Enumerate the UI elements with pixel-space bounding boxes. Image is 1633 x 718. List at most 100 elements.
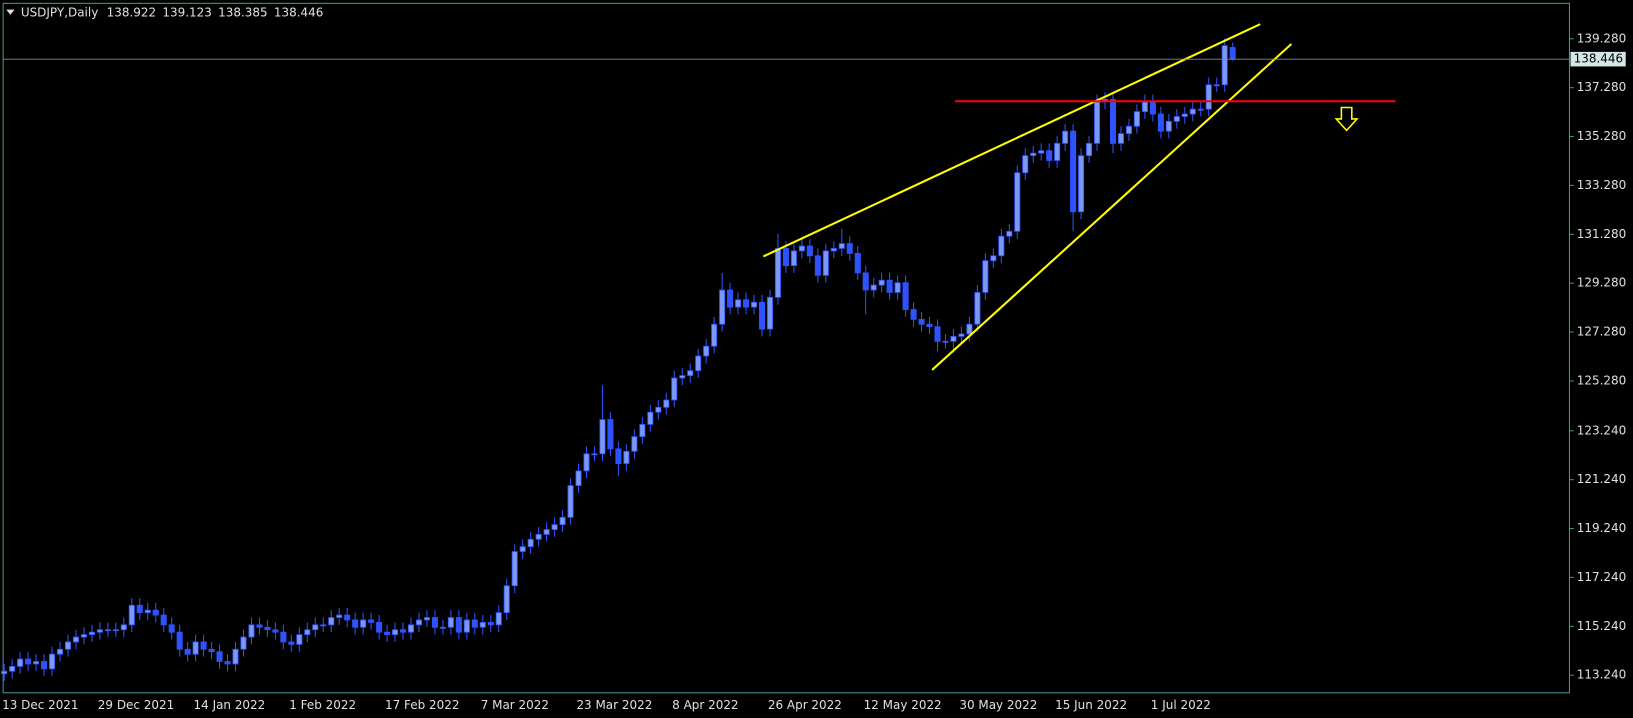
- candle-body: [384, 631, 391, 636]
- candle-body: [392, 629, 399, 636]
- candle-body: [942, 340, 949, 343]
- candle-body: [511, 551, 518, 587]
- candle-body: [1109, 98, 1117, 144]
- candle-body: [647, 411, 654, 425]
- candle-body: [463, 619, 470, 633]
- y-tick-label: 135.280: [1577, 129, 1627, 143]
- y-tick-label: 117.240: [1577, 570, 1627, 584]
- last-price-box: [1570, 51, 1626, 67]
- candle-body: [663, 399, 670, 408]
- candle-body: [798, 245, 805, 252]
- candle-body: [982, 260, 989, 293]
- candle-body: [352, 619, 359, 628]
- candle-body: [280, 631, 287, 643]
- candle-body: [902, 282, 909, 310]
- candle-body: [1030, 152, 1037, 157]
- candle-body: [846, 243, 853, 254]
- candle-body: [599, 419, 606, 455]
- candle-body: [1054, 142, 1061, 161]
- x-tick-label: 30 May 2022: [959, 698, 1037, 712]
- candle-body: [368, 619, 375, 623]
- candle-body: [1157, 113, 1164, 132]
- y-tick-label: 125.280: [1577, 373, 1627, 387]
- candle-body: [1078, 155, 1085, 213]
- candle-body: [328, 617, 335, 626]
- candle-body: [687, 370, 694, 376]
- candle-body: [830, 248, 837, 252]
- candle-body: [782, 248, 789, 266]
- candle-body: [751, 301, 758, 308]
- candle-body: [216, 651, 223, 662]
- candle-body: [344, 614, 351, 621]
- candle-body: [49, 653, 56, 670]
- candle-body: [423, 617, 430, 621]
- candle-body: [104, 629, 111, 632]
- open-value: 138.922: [107, 5, 157, 19]
- x-tick-label: 13 Dec 2021: [2, 698, 78, 712]
- candle-body: [766, 296, 774, 330]
- down-arrow: [1334, 106, 1359, 132]
- candle-body: [224, 661, 231, 665]
- candle-body: [1006, 230, 1013, 237]
- candle-body: [64, 641, 72, 650]
- candle-body: [1229, 47, 1236, 60]
- trendline-lower: [931, 43, 1293, 371]
- x-tick-label: 8 Apr 2022: [672, 698, 738, 712]
- x-tick-label: 26 Apr 2022: [768, 698, 842, 712]
- candle-body: [1189, 108, 1196, 115]
- candle-body: [655, 406, 662, 413]
- candle-body: [814, 255, 821, 276]
- candle-body: [312, 624, 319, 631]
- candle-body: [208, 648, 215, 653]
- candle-body: [607, 419, 614, 450]
- menu-triangle[interactable]: [6, 9, 15, 15]
- candle-body: [703, 345, 710, 357]
- candle-body: [144, 609, 151, 614]
- candle-body: [56, 648, 64, 655]
- x-tick-label: 1 Jul 2022: [1151, 698, 1211, 712]
- y-tick-label: 137.280: [1577, 80, 1627, 94]
- x-tick-label: 12 May 2022: [864, 698, 942, 712]
- y-tick-label: 127.280: [1577, 325, 1627, 339]
- y-tick-label: 119.240: [1577, 521, 1627, 535]
- candle-body: [838, 243, 845, 249]
- candle-body: [1070, 130, 1077, 213]
- candle-body: [1133, 111, 1140, 127]
- candle-body: [296, 634, 303, 645]
- candle-body: [735, 299, 742, 308]
- drawings: [762, 23, 1396, 371]
- candle-body: [535, 534, 542, 540]
- y-tick-label: 113.240: [1577, 668, 1627, 682]
- candle-body: [623, 450, 630, 464]
- candle-body: [1213, 84, 1220, 87]
- candle-body: [1221, 45, 1228, 86]
- candle-body: [583, 453, 590, 472]
- candle-body: [926, 323, 933, 328]
- candle-body: [232, 648, 239, 665]
- candle-body: [567, 485, 574, 518]
- candle-body: [934, 326, 941, 342]
- candle-body: [25, 658, 32, 665]
- candle-body: [958, 333, 965, 337]
- candle-body: [974, 292, 981, 325]
- candle-body: [439, 626, 446, 629]
- candle-body: [806, 245, 813, 257]
- y-tick-label: 131.280: [1577, 227, 1627, 241]
- chart-header: USDJPY,Daily 138.922 139.123 138.385 138.446: [21, 5, 324, 19]
- candle-body: [288, 641, 295, 645]
- candle-body: [886, 279, 893, 293]
- candle-body: [200, 641, 207, 650]
- candle-body: [711, 323, 718, 347]
- x-tick-label: 7 Mar 2022: [481, 698, 549, 712]
- candle-body: [1205, 84, 1212, 110]
- candle-body: [1141, 101, 1148, 113]
- candle-body: [1046, 150, 1053, 161]
- candle-body: [990, 255, 997, 262]
- candle-body: [168, 624, 175, 633]
- candle-body: [33, 661, 40, 665]
- candle-body: [695, 355, 702, 372]
- candle-body: [950, 336, 957, 342]
- candle-body: [1181, 113, 1188, 117]
